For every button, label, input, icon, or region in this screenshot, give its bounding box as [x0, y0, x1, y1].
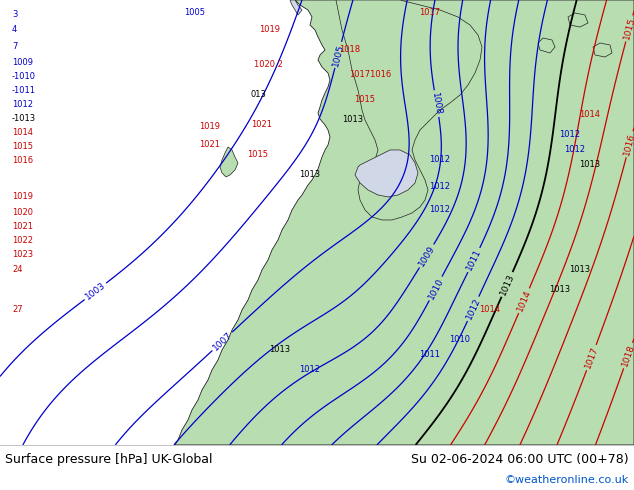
Text: 1019: 1019 [200, 122, 221, 131]
Text: 1020: 1020 [12, 208, 33, 218]
Text: 1013: 1013 [299, 171, 321, 179]
Text: 1016: 1016 [12, 156, 33, 166]
Text: 1012: 1012 [429, 205, 451, 215]
Text: 1012: 1012 [564, 146, 586, 154]
Text: 1013: 1013 [550, 286, 571, 294]
Text: 3: 3 [12, 10, 17, 20]
Text: 1012: 1012 [299, 366, 321, 374]
Text: 1014: 1014 [579, 110, 600, 120]
Text: 1016: 1016 [623, 132, 634, 156]
Text: 1013: 1013 [579, 160, 600, 170]
Text: 1017: 1017 [583, 345, 600, 370]
Text: 1012: 1012 [429, 182, 451, 192]
Text: 1019: 1019 [259, 25, 280, 34]
Text: 1013: 1013 [498, 272, 516, 297]
Text: 1015: 1015 [12, 143, 33, 151]
Text: 1013: 1013 [342, 116, 363, 124]
Text: 10171016: 10171016 [349, 71, 391, 79]
Text: 1005: 1005 [331, 43, 346, 67]
Polygon shape [290, 0, 302, 15]
Text: -1013: -1013 [12, 115, 36, 123]
Text: 1009: 1009 [12, 58, 33, 68]
Text: 1013: 1013 [569, 266, 590, 274]
Text: 1014: 1014 [515, 289, 533, 313]
Polygon shape [175, 0, 634, 445]
Text: 1013: 1013 [269, 345, 290, 354]
Text: 4: 4 [12, 25, 17, 34]
Text: 1017: 1017 [420, 8, 441, 18]
Polygon shape [355, 150, 418, 197]
Text: 1011: 1011 [465, 248, 483, 272]
Text: 1021: 1021 [252, 121, 273, 129]
Text: 1012: 1012 [429, 155, 451, 165]
Text: 1012: 1012 [464, 296, 482, 321]
Text: ©weatheronline.co.uk: ©weatheronline.co.uk [505, 475, 629, 485]
Text: 1011: 1011 [420, 350, 441, 360]
Text: 1021: 1021 [12, 222, 33, 231]
Text: -1010: -1010 [12, 73, 36, 81]
Text: 1012: 1012 [559, 130, 581, 140]
Text: 1010: 1010 [450, 336, 470, 344]
Text: 1019: 1019 [12, 193, 33, 201]
Text: 1010: 1010 [426, 276, 445, 301]
Text: Su 02-06-2024 06:00 UTC (00+78): Su 02-06-2024 06:00 UTC (00+78) [411, 453, 629, 466]
Text: 24: 24 [12, 266, 22, 274]
Text: 1009: 1009 [417, 244, 437, 268]
Text: 1015: 1015 [354, 96, 375, 104]
Text: 27: 27 [12, 305, 23, 315]
Text: 1007: 1007 [210, 330, 234, 352]
Text: -1011: -1011 [12, 86, 36, 96]
Text: 013: 013 [250, 91, 266, 99]
Text: 1015: 1015 [247, 150, 269, 159]
Polygon shape [538, 38, 555, 53]
Text: 1023: 1023 [12, 250, 33, 259]
Text: 1014: 1014 [479, 305, 500, 315]
Polygon shape [336, 0, 482, 220]
Text: 1003: 1003 [84, 281, 107, 302]
Polygon shape [568, 13, 588, 27]
Text: 1022: 1022 [12, 237, 33, 245]
Polygon shape [220, 147, 238, 177]
Text: 1015: 1015 [622, 16, 634, 41]
Text: 1014: 1014 [12, 128, 33, 138]
Text: 1018: 1018 [620, 343, 634, 368]
Text: 1012: 1012 [12, 100, 33, 109]
Text: 1018: 1018 [339, 46, 361, 54]
Text: Surface pressure [hPa] UK-Global: Surface pressure [hPa] UK-Global [5, 453, 212, 466]
Polygon shape [593, 43, 612, 57]
Text: 1021: 1021 [200, 141, 221, 149]
Text: 1020 2: 1020 2 [254, 60, 282, 70]
Text: 1005: 1005 [184, 8, 205, 18]
Text: 1008: 1008 [430, 92, 443, 116]
Text: 7: 7 [12, 43, 17, 51]
